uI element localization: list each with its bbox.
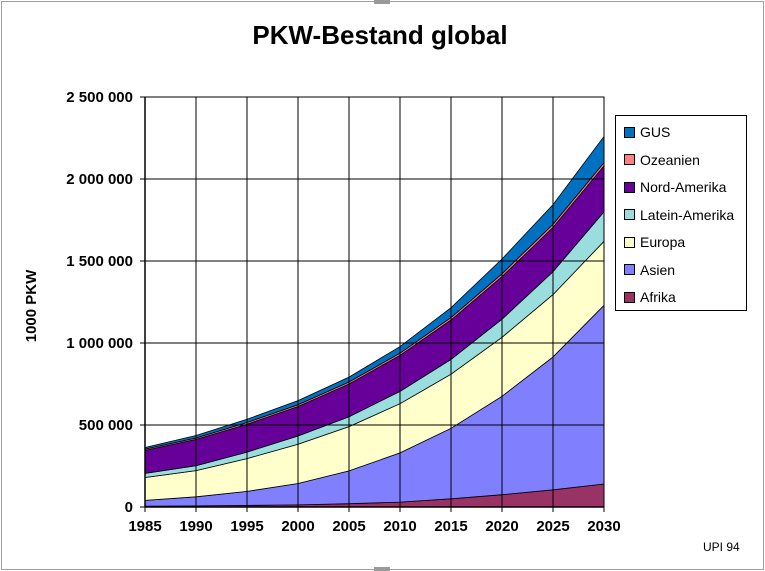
source-note: UPI 94 (703, 540, 740, 554)
x-tick-label: 2020 (485, 518, 518, 535)
legend-item-asien: Asien (624, 260, 675, 280)
legend-label: Nord-Amerika (640, 179, 727, 195)
legend-label: Europa (640, 234, 686, 250)
y-tick-label: 500 000 (79, 417, 133, 434)
legend-label: GUS (640, 124, 671, 140)
legend-label: Ozeanien (640, 151, 700, 168)
legend-swatch (624, 264, 635, 275)
x-tick-label: 1990 (179, 518, 212, 535)
legend-swatch (624, 209, 635, 220)
y-tick-label: 1 000 000 (66, 335, 133, 352)
legend-swatch (624, 126, 635, 138)
legend-item-ozeanien: Ozeanien (624, 150, 700, 170)
x-tick-label: 2025 (536, 518, 569, 535)
y-tick-label: 2 000 000 (66, 171, 133, 188)
x-tick-label: 1995 (230, 518, 263, 535)
x-tick-label: 2010 (383, 518, 416, 535)
legend-swatch (624, 154, 635, 165)
legend-item-afrika: Afrika (624, 287, 676, 307)
plot-area: 0 500 000 1 000 000 1 500 000 2 000 000 2 500… (66, 89, 620, 535)
legend-swatch (624, 291, 635, 303)
legend-item-gus: GUS (624, 122, 670, 142)
x-tick-label: 2000 (281, 518, 314, 535)
legend: GUS Ozeanien Nord-Amerika Latein-Amerika Eur… (615, 115, 747, 311)
legend-label: Asien (640, 261, 676, 278)
y-tick-label: 1 500 000 (66, 253, 133, 270)
resize-handle-top[interactable] (374, 0, 390, 4)
resize-handle-bottom[interactable] (374, 567, 390, 571)
chart-title: PKW-Bestand global (252, 20, 507, 50)
legend-label: Afrika (640, 289, 676, 305)
x-tick-label: 2005 (332, 518, 365, 535)
legend-swatch (624, 236, 635, 248)
x-tick-label: 1985 (128, 518, 161, 535)
x-tick-label: 2015 (434, 518, 467, 535)
legend-swatch (624, 181, 635, 193)
x-tick-label: 2030 (587, 518, 620, 535)
legend-item-nord-amerika: Nord-Amerika (624, 177, 726, 197)
legend-item-europa: Europa (624, 232, 685, 252)
legend-label: Latein-Amerika (640, 206, 735, 223)
y-tick-label: 2 500 000 (66, 89, 133, 106)
legend-item-latein-amerika: Latein-Amerika (624, 205, 734, 225)
y-axis-label: 1000 PKW (23, 269, 40, 342)
y-tick-label: 0 (125, 499, 133, 516)
